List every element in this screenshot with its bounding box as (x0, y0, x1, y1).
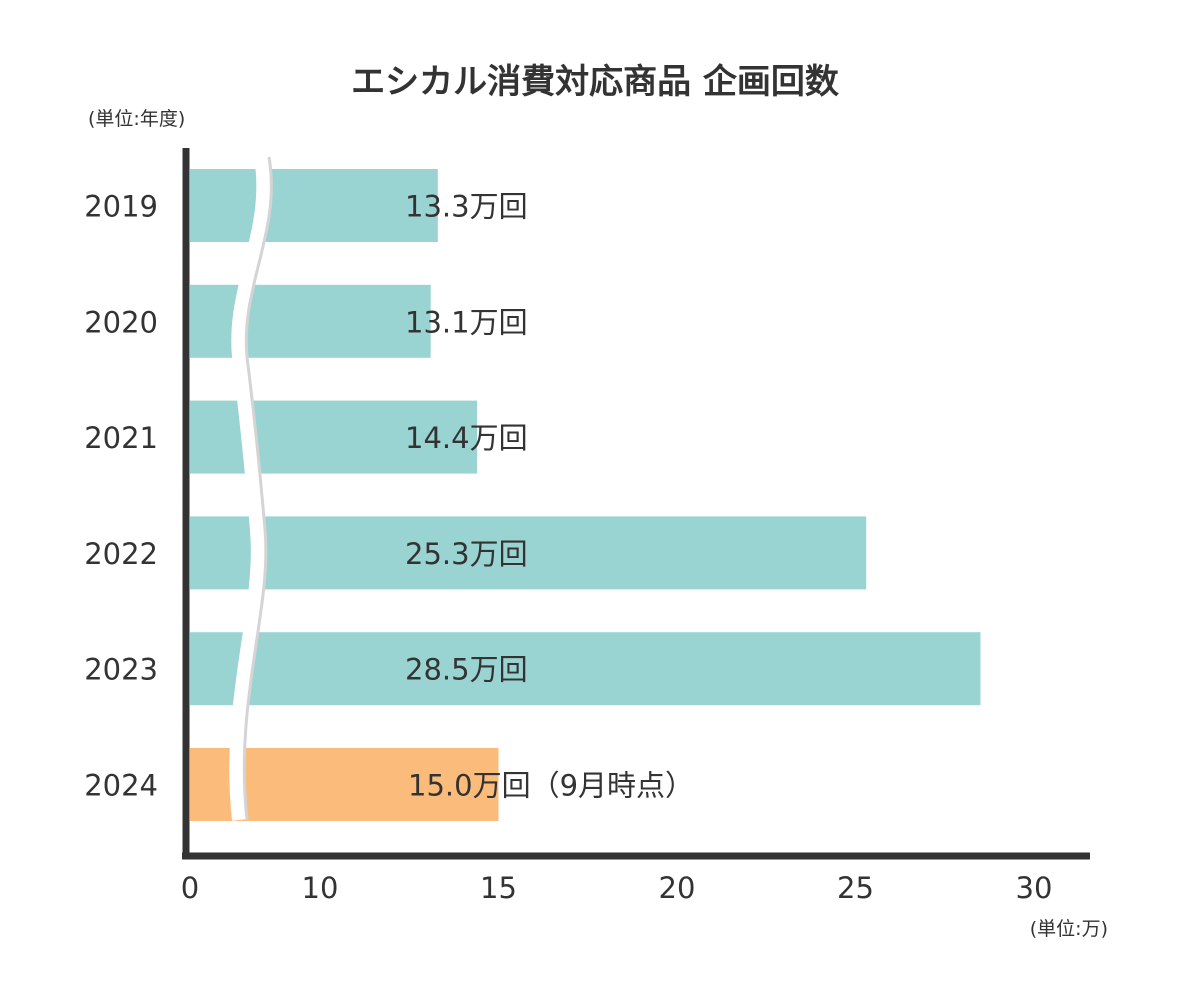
x-tick-label-15: 15 (480, 871, 517, 905)
chart-title: エシカル消費対応商品 企画回数 (351, 62, 839, 102)
category-label-2019: 2019 (84, 190, 158, 224)
axis-break-gap (229, 155, 271, 821)
bar-2022 (190, 516, 867, 590)
category-label-2020: 2020 (84, 305, 158, 339)
category-label-2021: 2021 (84, 421, 158, 455)
bars-layer (190, 169, 981, 821)
bar-2019 (190, 169, 438, 242)
data-label-2021: 14.4万回 (405, 421, 528, 455)
category-label-2022: 2022 (84, 537, 158, 571)
x-tick-label-30: 30 (1016, 871, 1053, 905)
bar-2021 (190, 400, 478, 474)
axis-break (229, 155, 273, 821)
x-tick-label-20: 20 (659, 871, 696, 905)
bar-2020 (190, 284, 431, 358)
bar-2023 (190, 632, 981, 706)
y-axis-unit-label: (単位:年度) (88, 108, 185, 130)
data-label-2019: 13.3万回 (405, 190, 528, 224)
x-tick-label-25: 25 (837, 871, 874, 905)
data-label-2022: 25.3万回 (405, 537, 528, 571)
category-label-2024: 2024 (84, 769, 158, 803)
data-label-2020: 13.1万回 (405, 305, 528, 339)
x-tick-label-0: 0 (181, 871, 199, 905)
data-label-2024: 15.0万回（9月時点） (408, 769, 694, 803)
data-label-2023: 28.5万回 (405, 653, 528, 687)
category-label-2023: 2023 (84, 653, 158, 687)
labels-layer: 2019 13.3万回 2020 13.1万回 2021 14.4万回 2022 25.3万回… (84, 190, 1052, 906)
axis-break-line (242, 156, 273, 821)
x-axis-unit-label: (単位:万) (1030, 918, 1108, 940)
x-tick-label-10: 10 (302, 871, 339, 905)
